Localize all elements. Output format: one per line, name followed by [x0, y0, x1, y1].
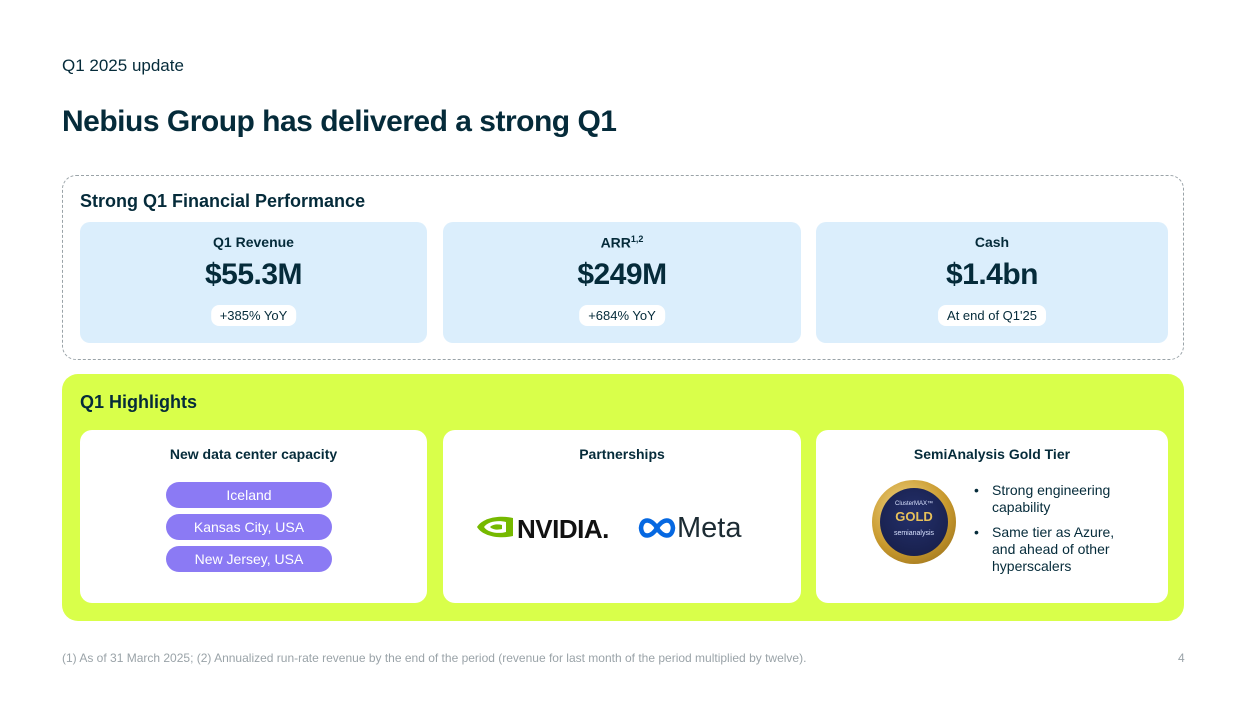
partnerships-card-title: Partnerships [579, 446, 665, 462]
badge-gold-text: GOLD [895, 509, 933, 524]
tier-bullet: • Strong engineering capability [974, 482, 1111, 515]
tier-bullet: • Same tier as Azure, and ahead of other … [974, 524, 1115, 574]
location-pill: New Jersey, USA [166, 546, 332, 572]
metric-footnote-ref: 1,2 [630, 234, 644, 244]
metric-note: +385% YoY [210, 305, 297, 326]
meta-infinity-icon [638, 518, 676, 538]
badge-cluster-text: ClusterMAX™ [894, 501, 933, 507]
metric-label: Cash [974, 234, 1010, 250]
nvidia-logo: NVIDIA. [517, 514, 609, 544]
financial-section-title: Strong Q1 Financial Performance [80, 191, 366, 211]
gold-badge: ClusterMAX™ GOLD semianalysis [872, 480, 956, 564]
semianalysis-card-title: SemiAnalysis Gold Tier [913, 446, 1071, 462]
tier-bullets: • Strong engineering capability • Same tie… [974, 482, 1132, 583]
semianalysis-card: SemiAnalysis Gold Tier ClusterMAX™ GOLD … [816, 430, 1168, 603]
location-pill: Iceland [166, 482, 332, 508]
meta-logo: Meta [677, 512, 742, 544]
capacity-card: New data center capacity Iceland Kansas … [80, 430, 427, 603]
metric-value: $1.4bn [945, 258, 1039, 291]
metric-value: $55.3M [204, 258, 303, 291]
footnote: (1) As of 31 March 2025; (2) Annualized … [62, 651, 807, 665]
slide-eyebrow: Q1 2025 update [62, 56, 184, 75]
page-number: 4 [1178, 651, 1185, 665]
gold-badge-inner: ClusterMAX™ GOLD semianalysis [880, 488, 948, 556]
metric-note: +684% YoY [579, 305, 665, 326]
highlights-section-title: Q1 Highlights [80, 392, 197, 412]
metric-card-arr: ARR1,2 $249M +684% YoY [443, 222, 801, 343]
badge-brand-text: semianalysis [893, 530, 935, 537]
slide-title: Nebius Group has delivered a strong Q1 [62, 105, 617, 138]
partnerships-card: Partnerships NVIDIA. Meta [443, 430, 801, 603]
metric-note: At end of Q1'25 [938, 305, 1046, 326]
financial-performance-panel [62, 175, 1184, 360]
metric-card-cash: Cash $1.4bn At end of Q1'25 [816, 222, 1168, 343]
capacity-card-title: New data center capacity [169, 446, 338, 462]
metric-label: Q1 Revenue [213, 234, 294, 250]
metric-value: $249M [577, 258, 667, 291]
metric-card-revenue: Q1 Revenue $55.3M +385% YoY [80, 222, 427, 343]
location-pill: Kansas City, USA [166, 514, 332, 540]
metric-label: ARR1,2 [600, 234, 644, 251]
nvidia-eye-icon [477, 516, 513, 538]
